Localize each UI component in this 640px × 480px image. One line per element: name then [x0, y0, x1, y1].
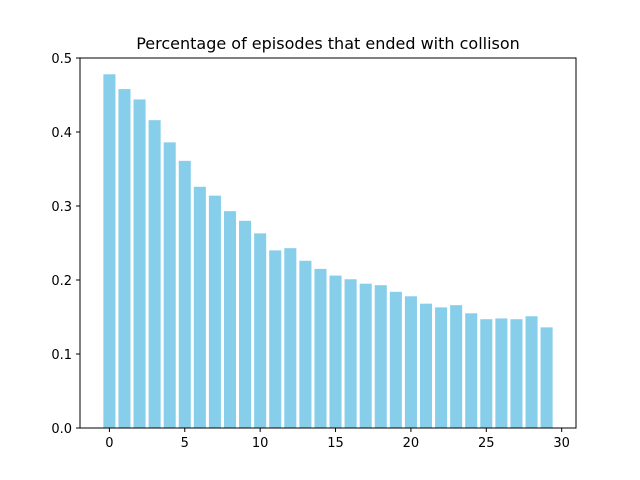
x-tick-label: 30 [553, 436, 570, 451]
bar-0 [103, 74, 116, 428]
bar-16 [344, 279, 357, 428]
bar-13 [299, 260, 312, 428]
bar-7 [208, 195, 221, 428]
bar-20 [404, 296, 417, 428]
bar-3 [148, 120, 161, 428]
bar-11 [269, 250, 282, 428]
bar-22 [435, 307, 448, 428]
y-tick-label: 0.5 [51, 52, 72, 67]
x-tick-label: 0 [105, 436, 113, 451]
y-tick-label: 0.4 [51, 126, 72, 141]
bar-28 [525, 316, 538, 428]
plot-frame [79, 57, 577, 429]
bar-17 [359, 283, 372, 428]
y-tick-label: 0.0 [51, 422, 72, 437]
x-tick-label: 25 [478, 436, 495, 451]
bar-12 [284, 248, 297, 428]
x-tick-label: 10 [252, 436, 269, 451]
y-tick-label: 0.2 [51, 274, 72, 289]
x-tick-label: 5 [181, 436, 189, 451]
y-tick-label: 0.3 [51, 200, 72, 215]
bar-6 [193, 186, 206, 428]
bar-14 [314, 268, 327, 428]
x-tick-label: 15 [327, 436, 344, 451]
y-tick-label: 0.1 [51, 348, 72, 363]
x-axis-ticks: 0 5 10 15 20 25 30 [105, 428, 570, 451]
bar-29 [540, 327, 553, 428]
bar-5 [178, 160, 191, 429]
bar-19 [389, 291, 402, 428]
bar-1 [118, 89, 131, 428]
bar-23 [450, 305, 463, 428]
bar-26 [495, 318, 508, 428]
bar-9 [239, 220, 252, 428]
bar-8 [223, 211, 237, 428]
bar-25 [480, 319, 493, 428]
bar-2 [133, 99, 146, 428]
bar-18 [374, 285, 387, 428]
bar-4 [163, 142, 176, 429]
chart-title: Percentage of episodes that ended with c… [136, 34, 520, 53]
bar-series [103, 74, 553, 429]
bar-24 [465, 313, 478, 428]
x-tick-label: 20 [403, 436, 420, 451]
bar-10 [254, 233, 267, 428]
bar-15 [329, 275, 342, 428]
y-axis-ticks: 0.0 0.1 0.2 0.3 0.4 0.5 [51, 52, 80, 437]
bar-27 [510, 319, 523, 428]
bar-21 [419, 303, 433, 428]
